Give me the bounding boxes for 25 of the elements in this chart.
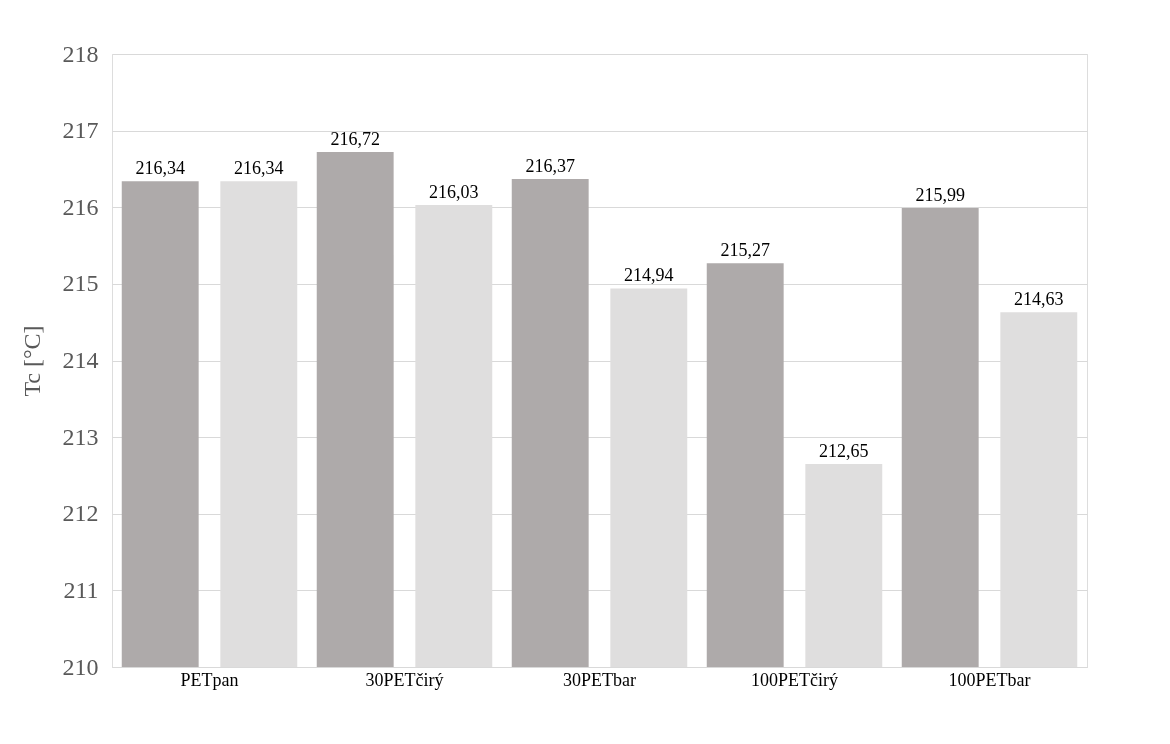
y-tick-label: 214 [62,347,99,373]
data-label: 216,03 [429,181,479,202]
data-label: 214,63 [1014,289,1064,310]
data-label: 212,65 [819,440,869,461]
x-tick-label: PETpan [180,669,239,690]
y-axis-title: Tc [°C] [18,325,45,397]
y-tick-label: 212 [62,500,99,527]
y-tick-label: 215 [62,270,99,297]
y-tick-label: 210 [62,653,99,680]
y-tick-label: 216 [62,193,99,220]
data-label: 216,72 [330,129,380,150]
data-label: 216,34 [135,158,185,179]
data-label: 216,34 [234,158,284,179]
y-tick-label: 217 [62,117,99,144]
data-label: 215,27 [720,240,770,261]
data-label: 216,37 [525,155,575,176]
x-tick-label: 100PETčirý [751,669,838,690]
data-label: 214,94 [624,265,674,286]
y-tick-label: 213 [62,423,99,450]
data-label: 215,99 [915,185,965,206]
y-tick-label: 211 [63,576,99,603]
x-tick-label: 100PETbar [948,669,1031,690]
x-tick-label: 30PETčirý [365,669,444,690]
y-tick-label: 218 [62,40,99,67]
x-tick-label: 30PETbar [563,669,636,690]
